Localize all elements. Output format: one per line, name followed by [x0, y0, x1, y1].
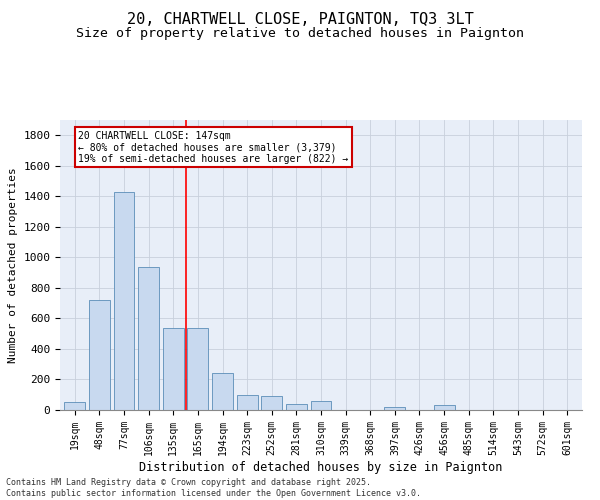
Text: Size of property relative to detached houses in Paignton: Size of property relative to detached ho… [76, 28, 524, 40]
Bar [187, 328, 208, 410]
Text: Contains HM Land Registry data © Crown copyright and database right 2025.
Contai: Contains HM Land Registry data © Crown c… [6, 478, 421, 498]
X-axis label: Distribution of detached houses by size in Paignton: Distribution of detached houses by size … [139, 460, 503, 473]
Text: 20 CHARTWELL CLOSE: 147sqm
← 80% of detached houses are smaller (3,379)
19% of s: 20 CHARTWELL CLOSE: 147sqm ← 80% of deta… [79, 130, 349, 164]
Bar [138, 266, 159, 410]
Bar [64, 402, 85, 410]
Bar [286, 404, 307, 410]
Bar [261, 396, 282, 410]
Bar [163, 328, 184, 410]
Bar [385, 407, 406, 410]
Y-axis label: Number of detached properties: Number of detached properties [8, 167, 18, 363]
Bar [89, 300, 110, 410]
Text: 20, CHARTWELL CLOSE, PAIGNTON, TQ3 3LT: 20, CHARTWELL CLOSE, PAIGNTON, TQ3 3LT [127, 12, 473, 28]
Bar [113, 192, 134, 410]
Bar [311, 401, 331, 410]
Bar [212, 374, 233, 410]
Bar [236, 394, 257, 410]
Bar [434, 406, 455, 410]
